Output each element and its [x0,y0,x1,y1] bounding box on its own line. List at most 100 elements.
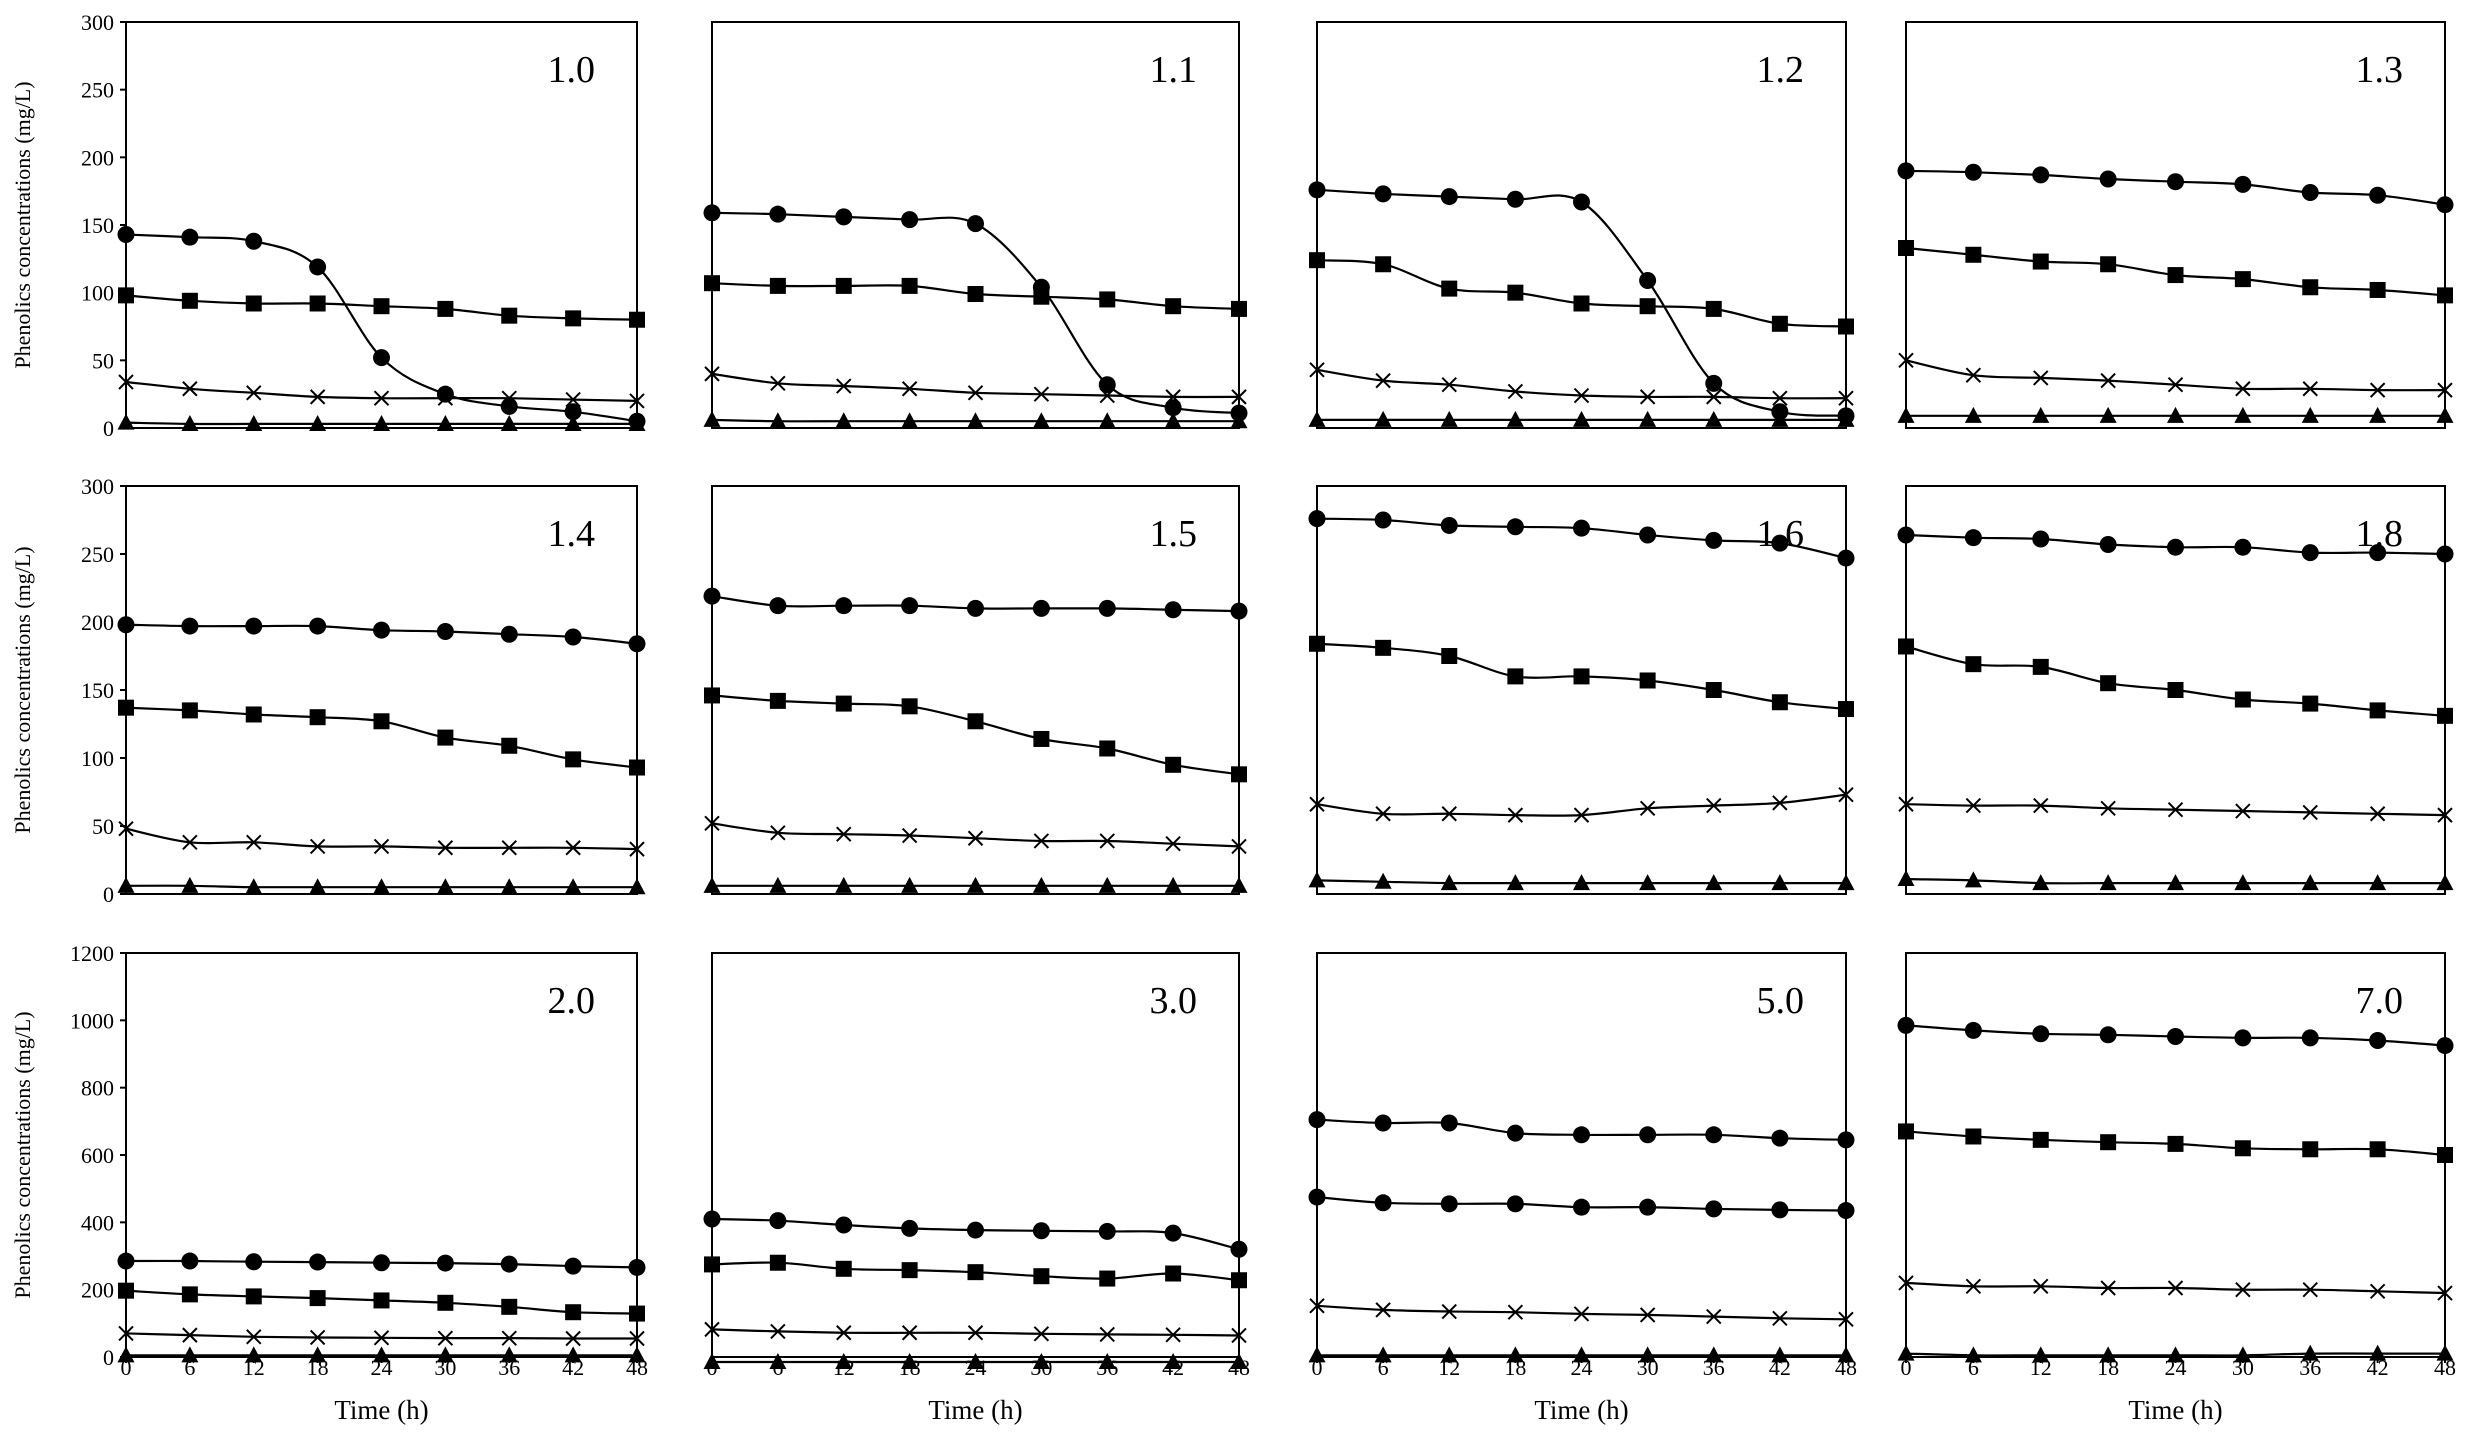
data-point-triangle [2234,406,2252,423]
data-point-triangle [1573,410,1590,427]
data-point-triangle [1164,412,1182,429]
data-point-circle [1440,188,1458,206]
data-point-circle [117,616,135,634]
data-point-triangle [2032,406,2050,423]
data-point-x [629,393,645,409]
data-point-square [2100,1134,2117,1151]
data-point-triangle [901,1353,919,1370]
data-point-circle [436,1254,454,1272]
data-point-triangle [1374,410,1392,427]
data-point-x [2100,800,2116,817]
data-point-square [2100,256,2117,273]
data-point-square [1898,240,1914,257]
data-point-circle [1771,1129,1789,1147]
data-point-circle [181,1252,199,1270]
data-point-triangle [117,413,135,430]
panel-label: 1.0 [548,49,596,91]
data-point-triangle [2234,1346,2252,1363]
data-point-circle [1639,526,1657,544]
data-point-x [1375,806,1391,822]
data-point-x [1309,362,1325,378]
data-point-circle [835,597,853,615]
data-point-x [2369,806,2386,822]
data-point-circle [1098,599,1116,617]
data-point-square [704,275,720,292]
data-point-circle [1837,1202,1855,1220]
y-tick-label: 200 [81,145,114,170]
y-tick-label: 300 [81,10,114,35]
data-point-x [2167,801,2184,818]
data-point-square [1033,288,1050,305]
y-tick-label: 800 [81,1076,114,1101]
data-point-circle [2099,1026,2117,1044]
data-point-square [565,751,582,768]
data-point-circle [1506,518,1524,536]
data-point-x [1772,1310,1788,1326]
data-point-x [2369,382,2386,398]
data-point-square [309,295,326,312]
data-point-x [182,381,198,397]
x-tick-label: 6 [1378,1355,1389,1380]
panel-1-4: 0 50 100 150 200 250 300 Phenolics concentratio… [10,474,646,907]
data-point-square [2032,658,2049,675]
data-point-square [901,277,918,294]
data-point-triangle [1964,406,1982,423]
data-point-x [2033,370,2049,386]
data-point-triangle [2099,1346,2117,1363]
data-point-circle [309,617,327,635]
data-point-triangle [769,876,787,893]
y-tick-label: 0 [103,1345,114,1370]
data-point-triangle [2369,406,2387,423]
data-point-square [1231,300,1247,317]
data-point-circle [373,1254,390,1272]
data-point-square [1165,298,1182,315]
y-tick-label: 50 [92,814,114,839]
data-point-circle [1705,531,1723,549]
data-point-x [2167,376,2184,393]
data-point-x [836,826,852,842]
data-point-triangle [703,876,721,893]
y-tick-label: 100 [81,281,114,306]
data-point-triangle [2301,874,2319,891]
data-point-x [373,838,390,855]
data-point-triangle [500,1346,518,1363]
data-point-triangle [245,414,263,431]
data-point-triangle [769,412,787,429]
data-point-x [565,1330,581,1347]
data-point-x [967,385,984,401]
data-point-square [704,1256,720,1273]
data-point-triangle [1506,410,1524,427]
panel-1-6: 1.6 [1308,485,1855,895]
data-point-triangle [967,1353,984,1370]
data-point-circle [1837,1131,1855,1149]
data-point-circle [769,205,787,223]
data-point-square [1231,1272,1247,1289]
data-point-triangle [117,1346,135,1363]
data-point-circle [564,403,582,421]
data-point-circle [1308,1111,1326,1129]
data-point-x [2302,381,2318,397]
data-point-triangle [703,1353,721,1370]
data-point-square [2100,675,2117,692]
data-point-triangle [373,878,390,895]
data-point-x [629,841,645,857]
data-point-circle [769,1212,787,1230]
y-tick-label: 0 [103,882,114,907]
data-point-triangle [245,1346,263,1363]
data-point-x [770,375,786,392]
data-point-triangle [309,414,327,431]
data-point-x [967,830,984,846]
data-point-square [901,1262,918,1279]
data-point-square [565,310,582,327]
data-point-x [1507,807,1524,823]
data-point-triangle [1705,410,1723,427]
y-tick-label: 250 [81,542,114,567]
data-point-circle [2032,1025,2050,1043]
data-point-square [2234,271,2251,288]
data-point-circle [500,1255,518,1273]
data-point-circle [1164,1224,1182,1242]
data-point-x [2235,381,2251,397]
data-point-square [1838,701,1854,718]
